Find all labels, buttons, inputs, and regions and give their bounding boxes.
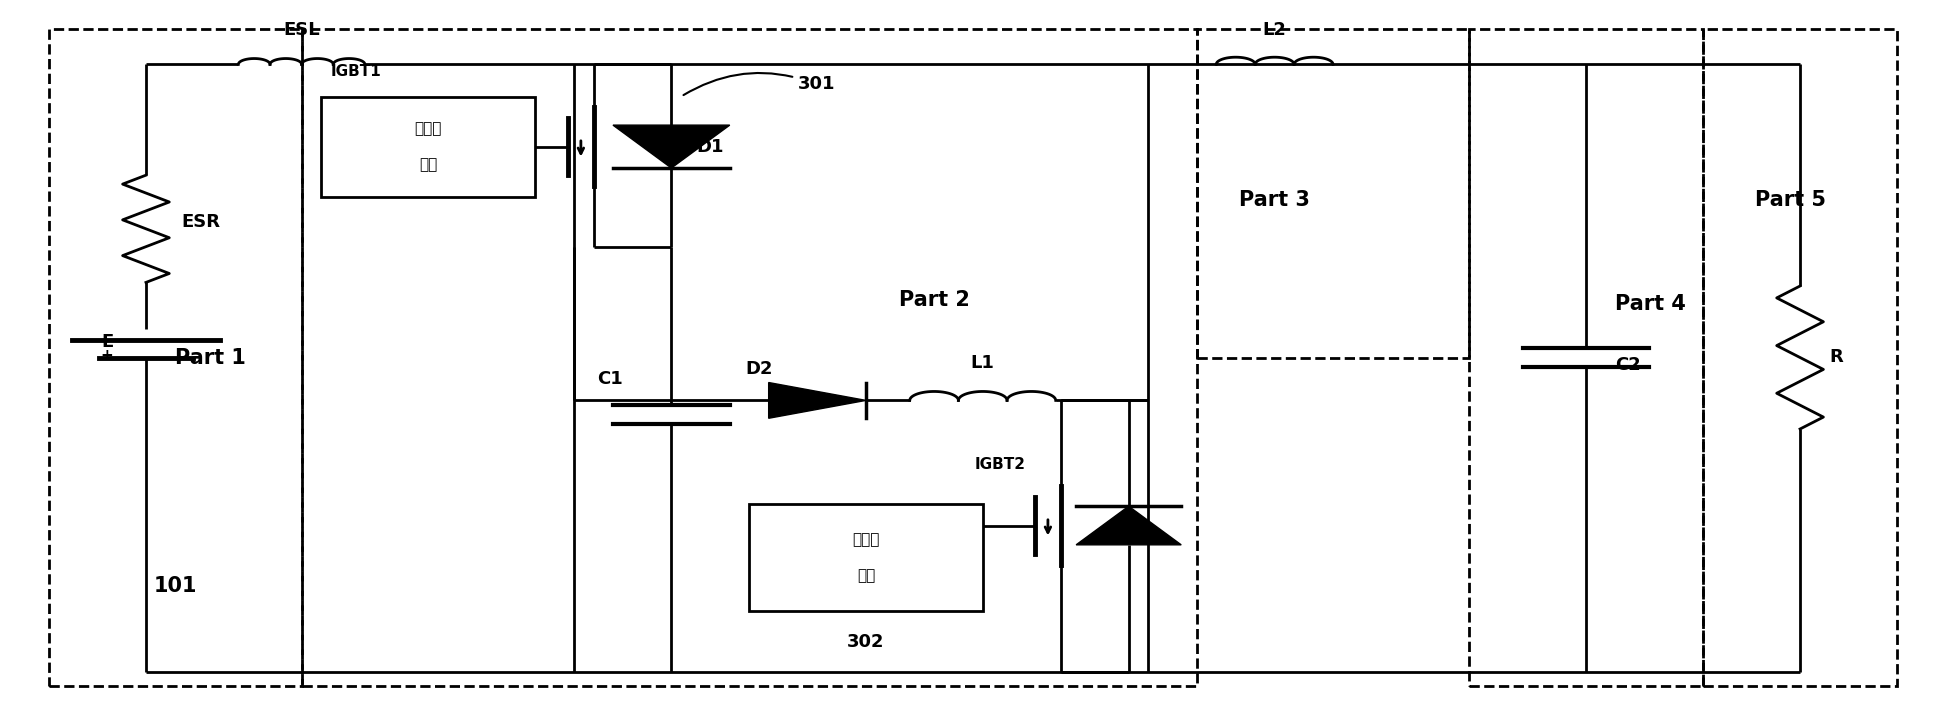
Text: L1: L1	[971, 354, 994, 372]
Text: IGBT2: IGBT2	[975, 457, 1026, 472]
Text: 电池管: 电池管	[852, 533, 880, 547]
Text: E: E	[101, 332, 113, 351]
Text: 302: 302	[847, 633, 885, 651]
Text: Part 1: Part 1	[175, 347, 245, 368]
Text: IGBT1: IGBT1	[331, 64, 381, 79]
Text: 301: 301	[683, 73, 835, 95]
Polygon shape	[613, 125, 730, 168]
Text: Part 4: Part 4	[1615, 294, 1685, 314]
Text: 电池管: 电池管	[414, 122, 442, 136]
Text: D2: D2	[745, 360, 773, 378]
Text: R: R	[1829, 348, 1843, 367]
Text: D1: D1	[697, 137, 724, 156]
Text: C2: C2	[1615, 355, 1640, 374]
Text: C1: C1	[597, 370, 623, 388]
Polygon shape	[769, 383, 866, 418]
Text: Part 5: Part 5	[1755, 190, 1825, 210]
Polygon shape	[1076, 506, 1181, 545]
Text: ESL: ESL	[284, 21, 319, 39]
Text: +: +	[101, 348, 113, 363]
Text: 理器: 理器	[418, 157, 438, 172]
Text: ESR: ESR	[181, 212, 220, 231]
Text: 理器: 理器	[856, 568, 876, 583]
Text: Part 2: Part 2	[899, 290, 969, 310]
Text: Part 3: Part 3	[1240, 190, 1310, 210]
Text: L2: L2	[1263, 21, 1286, 39]
Text: 101: 101	[154, 576, 197, 596]
